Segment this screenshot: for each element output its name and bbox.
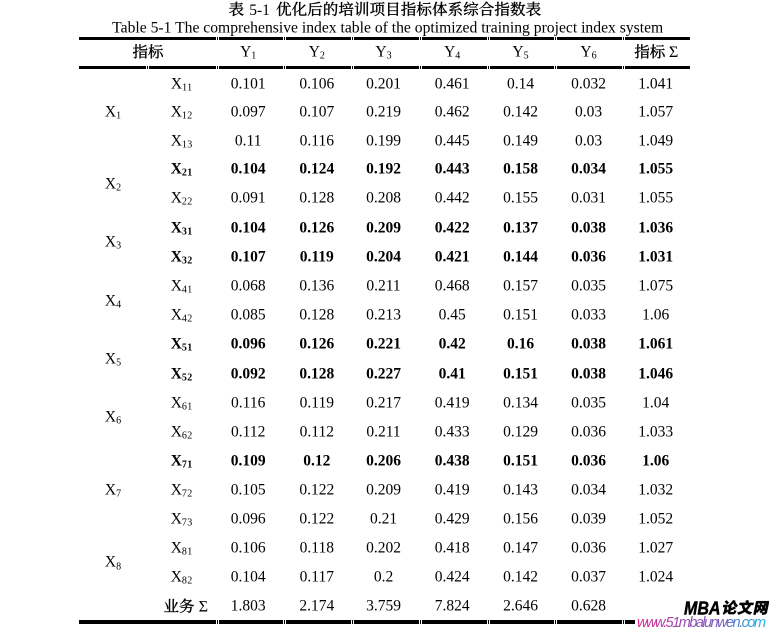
svg-text:www.51mbalunwen.com: www.51mbalunwen.com bbox=[637, 615, 766, 629]
svg-text:Table 5-1 The comprehensive in: Table 5-1 The comprehensive index table … bbox=[112, 19, 663, 36]
svg-text:Σ: Σ bbox=[669, 42, 678, 61]
svg-text:5-1: 5-1 bbox=[249, 2, 270, 19]
svg-text:MBA: MBA bbox=[684, 597, 721, 618]
svg-text:Σ: Σ bbox=[199, 596, 208, 615]
